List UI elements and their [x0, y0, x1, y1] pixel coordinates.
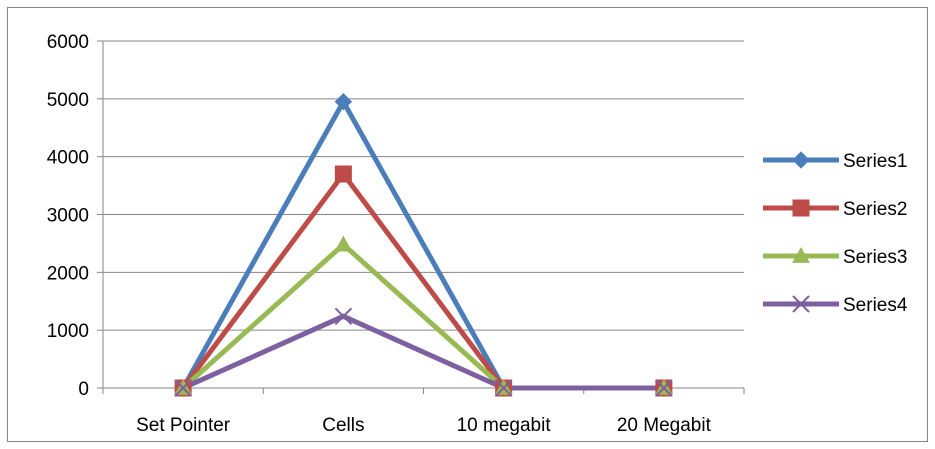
data-point-marker	[792, 151, 810, 169]
legend-label: Series4	[843, 295, 908, 316]
legend-entry: Series4	[763, 295, 908, 316]
y-tick-label: 0	[78, 379, 89, 400]
data-point-marker	[334, 235, 353, 252]
y-tick-label: 2000	[47, 263, 89, 284]
legend-label: Series2	[843, 199, 907, 220]
legend-entry: Series1	[763, 151, 907, 172]
data-point-marker	[174, 379, 192, 397]
x-category-label: Set Pointer	[136, 415, 231, 436]
legend-entry: Series2	[763, 199, 907, 220]
legend-label: Series3	[843, 247, 907, 268]
x-category-label: 10 megabit	[457, 415, 552, 436]
series-line	[182, 313, 664, 391]
series-lines	[174, 93, 673, 397]
data-point-marker	[494, 379, 513, 397]
gridlines	[103, 40, 744, 331]
data-point-marker	[655, 379, 673, 397]
series-line	[180, 96, 664, 391]
legend: Series1 Series2 Series3 Series4	[763, 151, 908, 316]
legend-entry: Series3	[763, 246, 907, 268]
x-category-label: 20 Megabit	[617, 415, 712, 436]
data-point-marker	[792, 199, 810, 217]
y-tick-label: 3000	[47, 206, 89, 227]
data-point-marker	[792, 246, 810, 263]
axes	[97, 40, 745, 394]
y-tick-label: 4000	[47, 148, 89, 169]
series-line	[181, 241, 664, 391]
y-tick-label: 6000	[47, 32, 89, 53]
y-axis-tick-labels: 0 1000 2000 3000 4000 5000 6000	[47, 32, 89, 400]
legend-label: Series1	[843, 151, 907, 172]
data-point-marker	[334, 93, 353, 111]
data-point-marker	[334, 307, 353, 325]
y-tick-label: 5000	[47, 90, 89, 111]
data-point-marker	[334, 165, 352, 183]
data-point-marker	[792, 295, 810, 313]
y-tick-label: 1000	[47, 321, 89, 342]
x-axis-category-labels: Set Pointer Cells 10 megabit 20 Megabit	[136, 415, 711, 436]
x-category-label: Cells	[322, 415, 364, 436]
